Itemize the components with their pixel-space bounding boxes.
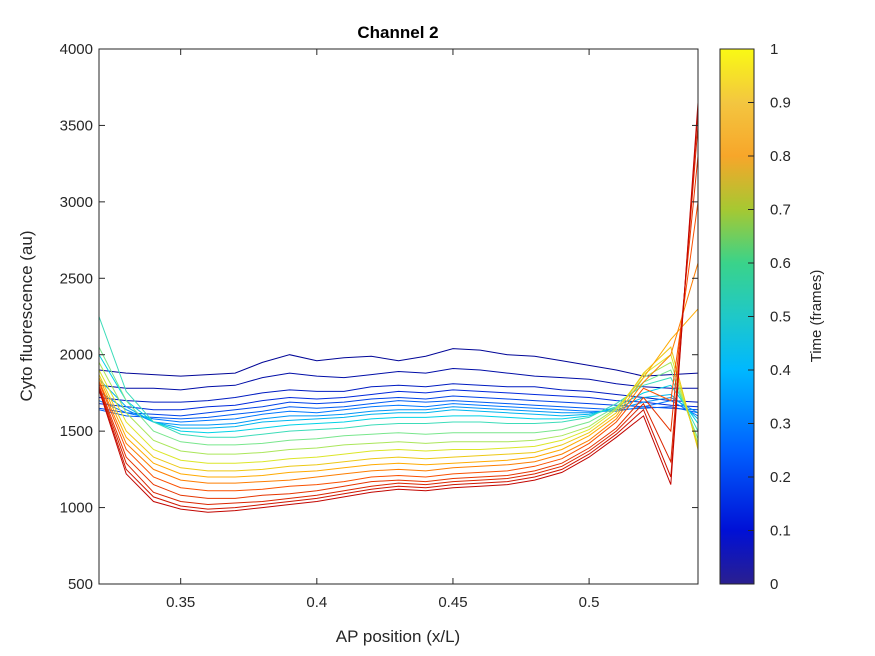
series-line-19 (99, 125, 698, 506)
series-line-20 (99, 110, 698, 510)
series-line-11 (99, 346, 698, 446)
series-layer (99, 102, 698, 513)
series-line-12 (99, 361, 698, 455)
colorbar-tick-label: 0.1 (770, 523, 791, 540)
series-line-4 (99, 395, 698, 417)
y-tick-label: 3500 (60, 117, 93, 134)
x-tick-label: 0.45 (438, 594, 467, 611)
y-tick-label: 1500 (60, 423, 93, 440)
series-line-3 (99, 389, 698, 411)
y-tick-label: 3000 (60, 194, 93, 211)
series-line-17 (99, 201, 698, 492)
colorbar-tick-label: 0.5 (770, 309, 791, 326)
series-line-21 (99, 102, 698, 513)
series-line-15 (99, 308, 698, 478)
series-line-5 (99, 400, 698, 420)
colorbar-tick-label: 0.4 (770, 362, 791, 379)
y-tick-label: 1000 (60, 500, 93, 517)
series-line-2 (99, 383, 698, 403)
y-tick-label: 4000 (60, 41, 93, 58)
colorbar-tick-label: 0 (770, 576, 778, 593)
colorbar-tick-label: 0.7 (770, 202, 791, 219)
y-tick-label: 2500 (60, 270, 93, 287)
colorbar-tick-label: 0.3 (770, 416, 791, 433)
y-axis: 500 1000 1500 2000 2500 3000 3500 4000 (60, 41, 698, 593)
colorbar-ticks: 0 0.1 0.2 0.3 0.4 0.5 0.6 0.7 0.8 0.9 1 (748, 41, 791, 593)
colorbar-label: Time (frames) (808, 270, 825, 363)
chart-title: Channel 2 (357, 23, 438, 42)
series-line-0 (99, 348, 698, 377)
colorbar-tick-label: 0.8 (770, 148, 791, 165)
x-tick-label: 0.5 (579, 594, 600, 611)
x-axis: 0.35 0.4 0.45 0.5 (166, 49, 600, 611)
series-line-16 (99, 262, 698, 484)
plot-area (99, 49, 698, 584)
colorbar-tick-label: 0.2 (770, 469, 791, 486)
x-tick-label: 0.35 (166, 594, 195, 611)
x-tick-label: 0.4 (306, 594, 327, 611)
y-tick-label: 500 (68, 576, 93, 593)
plot-frame (98, 48, 699, 585)
colorbar-tick-label: 0.6 (770, 255, 791, 272)
x-axis-label: AP position (x/L) (336, 627, 460, 646)
y-axis-label: Cyto fluorescence (au) (17, 230, 36, 401)
series-line-18 (99, 155, 698, 499)
series-line-13 (99, 353, 698, 464)
series-line-10 (99, 316, 698, 438)
y-tick-label: 2000 (60, 347, 93, 364)
colorbar-tick-label: 0.9 (770, 95, 791, 112)
series-line-14 (99, 346, 698, 472)
colorbar-tick-label: 1 (770, 41, 778, 58)
series-line-1 (99, 367, 698, 391)
